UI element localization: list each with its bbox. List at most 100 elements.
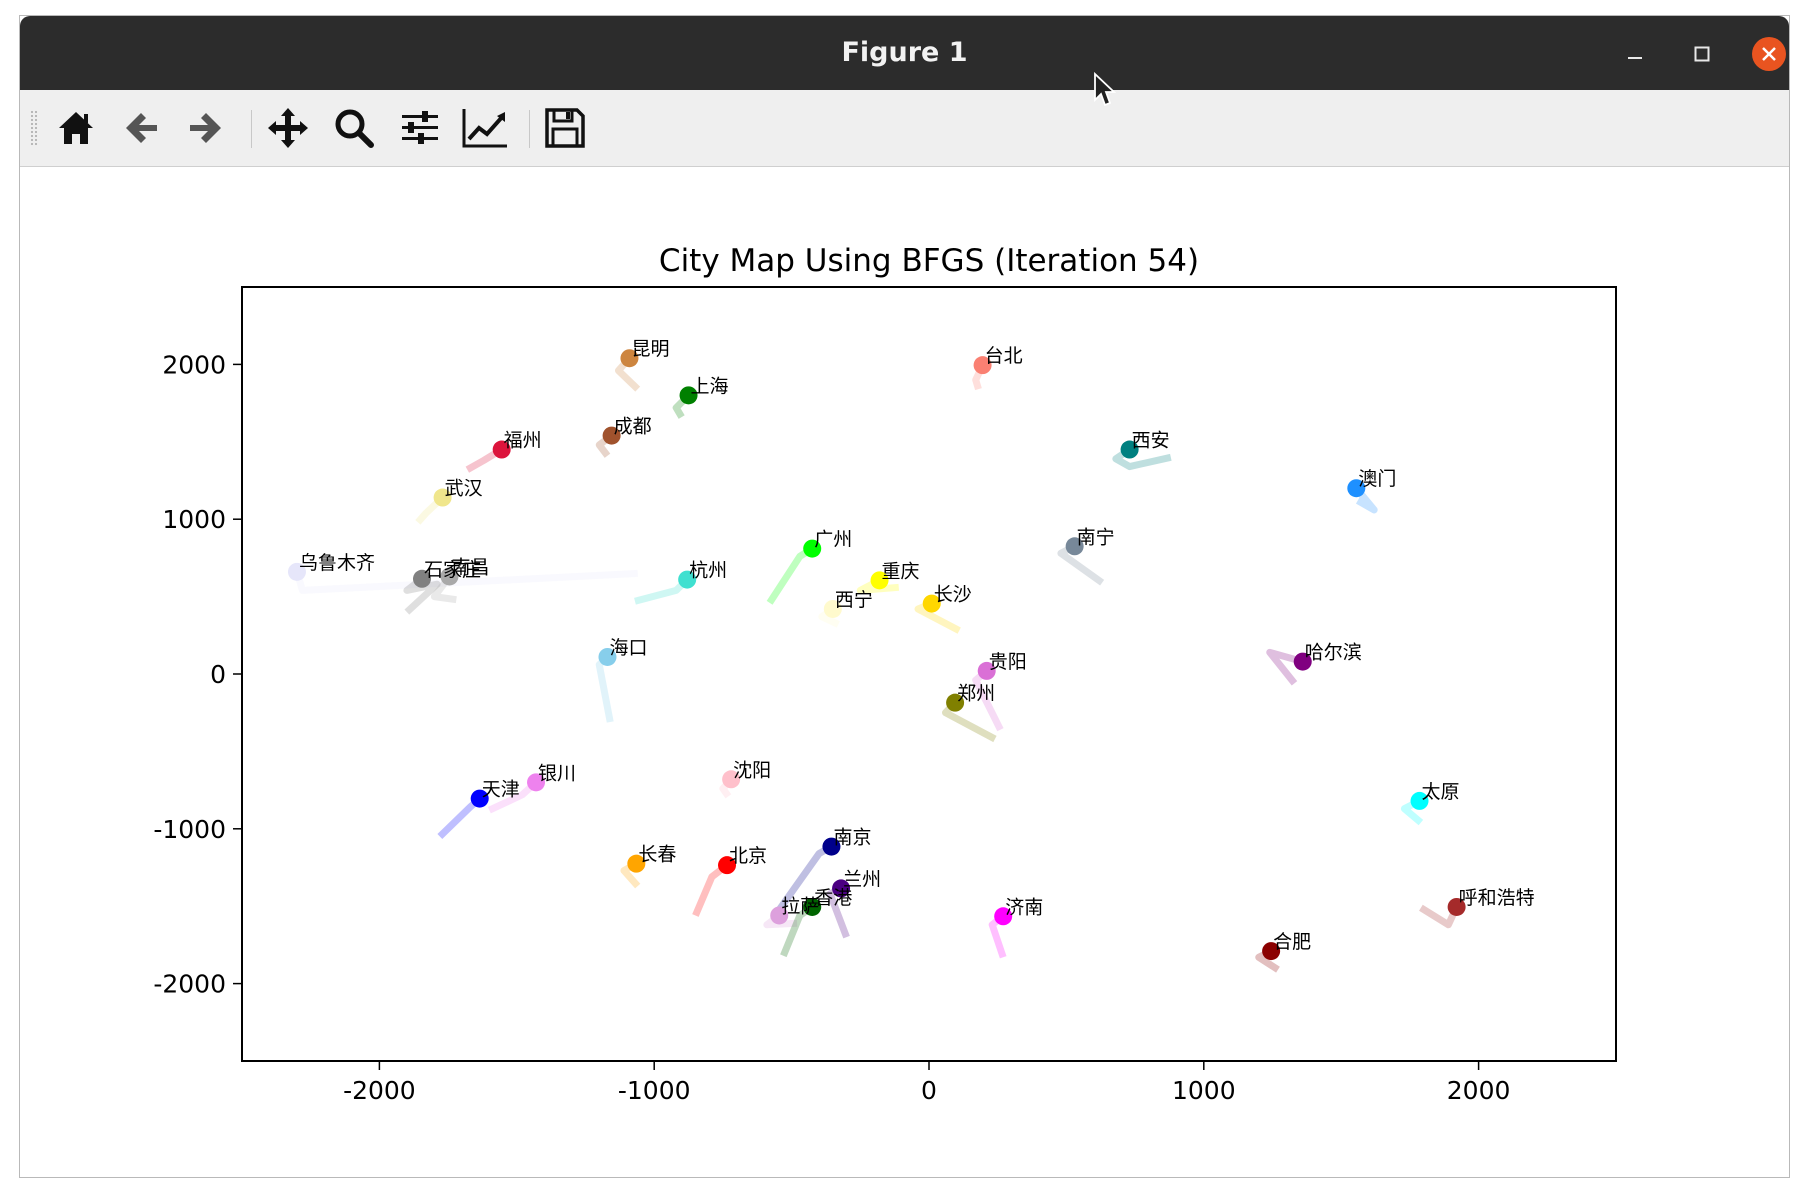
city-point [722, 770, 741, 789]
title-bar[interactable]: Figure 1 [20, 16, 1789, 90]
city-label: 沈阳 [733, 759, 771, 781]
line-chart-icon [462, 109, 507, 148]
home-button[interactable] [52, 104, 100, 152]
city-label: 北京 [729, 845, 767, 867]
edit-axis-button[interactable] [461, 104, 509, 152]
city-point [1065, 537, 1084, 556]
city-label: 呼和浩特 [1459, 887, 1535, 909]
navigation-toolbar [20, 90, 1789, 167]
city-label: 兰州 [843, 868, 881, 890]
trajectory-trail [595, 654, 614, 723]
figure-window: Figure 1 [19, 15, 1790, 1178]
city-point [1262, 942, 1281, 961]
maximize-icon [1694, 46, 1710, 62]
city-point [803, 897, 822, 916]
city-point [1347, 479, 1366, 498]
city-label: 银川 [538, 762, 576, 784]
city-label: 哈尔滨 [1305, 642, 1362, 664]
city-point [627, 854, 646, 873]
trajectory-trail [1353, 486, 1378, 514]
mouse-cursor [1093, 71, 1117, 108]
arrow-right-icon [190, 113, 221, 143]
city-label: 广州 [814, 529, 852, 551]
city-point [678, 570, 697, 589]
configure-subplots-button[interactable] [396, 104, 444, 152]
city-point [823, 599, 842, 618]
y-tick-label: 1000 [162, 505, 226, 534]
city-label: 杭州 [689, 560, 727, 582]
city-point [527, 773, 546, 792]
city-label: 成都 [614, 416, 652, 438]
pan-button[interactable] [264, 104, 312, 152]
figure-canvas[interactable]: 昆明 上海 台北 成都 福州 西安 澳门 武汉 南宁 广州 乌鲁木齐 石家庄 南昌 杭州 重庆 西宁 长沙 海口贵… [20, 167, 1789, 1177]
city-point [1120, 440, 1139, 459]
city-label: 天津 [482, 779, 520, 801]
forward-button[interactable] [182, 104, 230, 152]
city-label: 昆明 [631, 338, 669, 360]
city-label: 西宁 [835, 589, 873, 611]
axes-frame [241, 286, 1617, 1062]
city-label: 贵阳 [989, 651, 1027, 673]
x-tick-label: -2000 [343, 1076, 416, 1105]
toolbar-grip-handle[interactable] [30, 110, 38, 146]
city-label: 乌鲁木齐 [299, 552, 375, 574]
ticks-layer: -2000 -1000 0 1000 2000 2000 1000 0 -1000 -2000 [153, 350, 1510, 1105]
city-point [977, 661, 996, 680]
city-label: 长沙 [934, 584, 972, 606]
city-point [492, 440, 511, 459]
city-label: 南昌 [451, 556, 489, 578]
trajectory-trail [766, 545, 815, 605]
city-point [770, 906, 789, 925]
city-label: 武汉 [445, 478, 483, 500]
city-point [287, 562, 306, 581]
x-tick-label: 0 [921, 1076, 937, 1105]
save-button[interactable] [541, 104, 589, 152]
city-point [922, 594, 941, 613]
city-label: 南宁 [1077, 526, 1115, 548]
city-point [602, 426, 621, 445]
city-point [412, 569, 431, 588]
zoom-button[interactable] [330, 104, 378, 152]
city-point [803, 539, 822, 558]
city-label: 西安 [1132, 430, 1170, 452]
city-label: 澳门 [1358, 468, 1396, 490]
y-tick-label: 2000 [162, 350, 226, 379]
city-point [870, 571, 889, 590]
city-label: 台北 [985, 345, 1023, 367]
city-point [598, 647, 617, 666]
close-button[interactable] [1752, 37, 1786, 71]
city-point [973, 356, 992, 375]
points-layer [287, 349, 1466, 961]
window-title: Figure 1 [841, 37, 968, 68]
floppy-disk-icon [545, 108, 585, 148]
city-label: 海口 [609, 637, 647, 659]
city-label: 福州 [504, 430, 542, 452]
city-point [718, 856, 737, 875]
city-point [994, 907, 1013, 926]
maximize-button[interactable] [1685, 37, 1719, 71]
toolbar-separator [529, 110, 530, 148]
back-button[interactable] [117, 104, 165, 152]
toolbar-separator [251, 110, 252, 148]
city-point [1293, 652, 1312, 671]
y-tick-label: -2000 [153, 970, 226, 999]
move-icon [268, 108, 308, 148]
magnifier-icon [335, 109, 374, 148]
x-tick-label: -1000 [618, 1076, 691, 1105]
minimize-button[interactable] [1618, 37, 1652, 71]
city-point [822, 837, 841, 856]
y-tick-label: -1000 [153, 815, 226, 844]
city-label: 上海 [691, 375, 729, 397]
home-icon [59, 112, 93, 144]
x-tick-label: 1000 [1172, 1076, 1236, 1105]
city-label: 拉萨 [781, 895, 819, 917]
city-label: 南京 [833, 827, 871, 849]
chart-title: City Map Using BFGS (Iteration 54) [659, 243, 1199, 279]
city-label: 香港 [814, 887, 852, 909]
cursor-arrow-icon [1094, 71, 1117, 107]
city-point [620, 349, 639, 368]
city-point [433, 488, 452, 507]
city-label: 重庆 [882, 560, 920, 582]
